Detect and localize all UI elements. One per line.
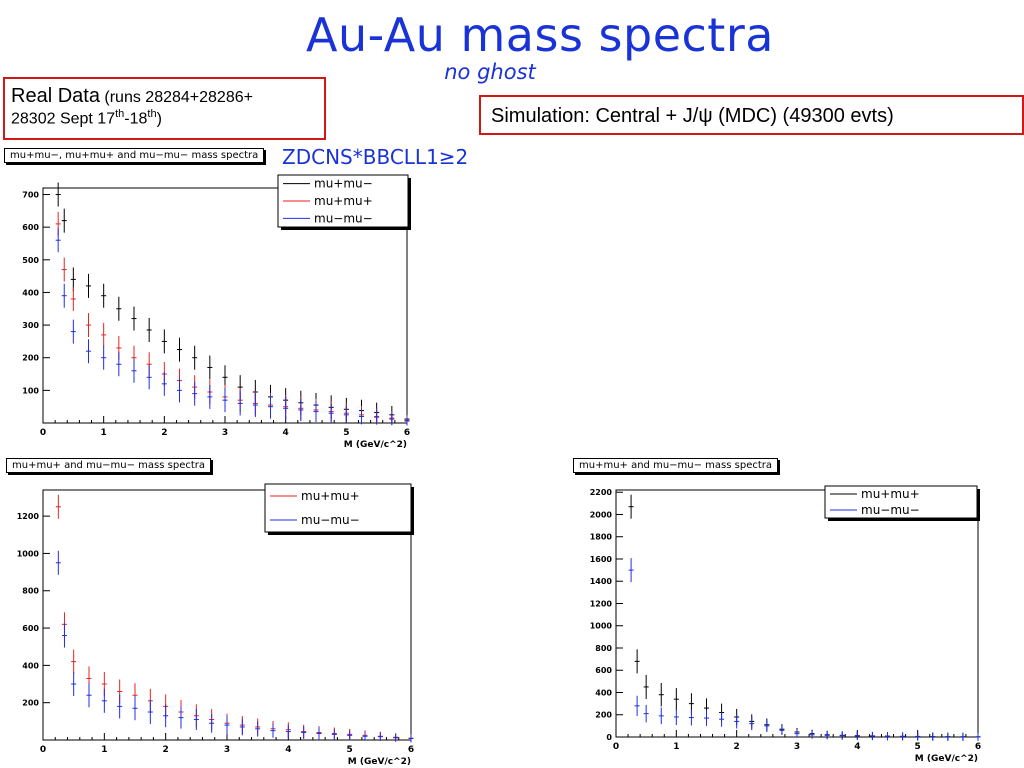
page-subtitle: no ghost [444, 60, 536, 84]
x-tick-label: 5 [915, 742, 921, 752]
chart-bottom-left: 0 1 2 3 4 5 6 200 400 600 800 1000 1200 M (GeV/c^2) mu… [17, 483, 414, 767]
real-data-runs-line2: 28302 Sept 17 [11, 110, 116, 128]
series-1 [628, 558, 981, 741]
y-tick-label: 700 [22, 191, 39, 200]
x-tick-label: 3 [794, 742, 800, 752]
x-tick-label: 2 [161, 428, 167, 438]
real-data-label: Real Data [11, 85, 100, 107]
legend-label: mu+mu+ [314, 194, 373, 208]
y-tick-label: 400 [595, 688, 612, 697]
y-tick-label: 1200 [17, 512, 40, 521]
y-tick-label: 100 [22, 386, 39, 395]
x-tick-label: 5 [343, 428, 349, 438]
legend-label: mu+mu+ [301, 489, 360, 503]
x-tick-label: 2 [163, 745, 169, 755]
simulation-note: Simulation: Central + J/ψ (MDC) (49300 e… [479, 95, 1024, 135]
x-tick-label: 6 [975, 742, 981, 752]
y-tick-label: 1000 [590, 622, 613, 631]
plot-frame [615, 489, 979, 738]
real-data-note: Real Data (runs 28284+28286+ 28302 Sept … [3, 77, 326, 140]
y-tick-label: 200 [22, 699, 39, 708]
x-tick-label: 1 [101, 745, 107, 755]
y-tick-label: 1400 [590, 577, 613, 586]
x-tick-label: 1 [673, 742, 679, 752]
legend-label: mu+mu+ [861, 487, 920, 501]
chart-bottom-right: 0 1 2 3 4 5 6 0 200 400 600 800 1000 1200 1400 1600 1800… [590, 485, 981, 764]
y-tick-label: 800 [22, 587, 39, 596]
x-tick-label: 6 [404, 428, 410, 438]
simulation-text: Simulation: Central + J/ψ (MDC) (49300 e… [491, 105, 894, 127]
y-tick-label: 200 [595, 711, 612, 720]
real-data-sup2: th [147, 108, 157, 120]
y-tick-label: 400 [22, 661, 39, 670]
chart-title-3: mu+mu+ and mu−mu− mass spectra [573, 458, 779, 473]
x-tick-label: 6 [408, 745, 414, 755]
chart-top-left: 0 1 2 3 4 5 6 100 200 300 400 500 600 700 M (GeV/c^2) m… [22, 174, 411, 450]
cut-label: ZDCNS*BBCLL1≥2 [282, 145, 469, 169]
real-data-sup1: th [115, 108, 125, 120]
x-tick-label: 3 [224, 745, 230, 755]
y-tick-label: 2000 [590, 510, 613, 519]
legend-label: mu−mu− [314, 211, 373, 225]
x-tick-label: 0 [613, 742, 619, 752]
y-tick-label: 1000 [17, 549, 40, 558]
legend-box [824, 485, 978, 519]
real-data-dash: -18 [124, 110, 148, 128]
y-tick-label: 400 [22, 288, 39, 297]
y-tick-label: 500 [22, 256, 39, 265]
x-tick-label: 1 [101, 428, 107, 438]
legend-label: mu−mu− [861, 503, 920, 517]
y-tick-label: 200 [22, 354, 39, 363]
y-tick-label: 600 [22, 223, 39, 232]
y-tick-label: 300 [22, 321, 39, 330]
chart-title-1: mu+mu−, mu+mu+ and mu−mu− mass spectra [4, 148, 265, 163]
real-data-runs-line1: (runs 28284+28286+ [104, 89, 253, 106]
x-tick-label: 4 [285, 745, 291, 755]
x-tick-label: 0 [40, 428, 46, 438]
y-tick-label: 1800 [590, 533, 613, 542]
x-tick-label: 4 [854, 742, 860, 752]
legend-label: mu−mu− [301, 513, 360, 527]
x-tick-label: 3 [222, 428, 228, 438]
page-title: Au-Au mass spectra [306, 8, 774, 62]
chart-title-2: mu+mu+ and mu−mu− mass spectra [6, 458, 212, 473]
x-tick-label: 0 [40, 745, 46, 755]
x-axis-label: M (GeV/c^2) [915, 754, 978, 764]
x-tick-label: 4 [283, 428, 289, 438]
series-2 [55, 228, 410, 426]
x-axis-label: M (GeV/c^2) [344, 440, 407, 450]
y-tick-label: 600 [595, 666, 612, 675]
y-tick-label: 2200 [590, 488, 613, 497]
x-tick-label: 2 [734, 742, 740, 752]
x-axis-label: M (GeV/c^2) [348, 757, 411, 767]
x-tick-label: 5 [347, 745, 353, 755]
y-tick-label: 600 [22, 624, 39, 633]
legend-box [264, 483, 412, 533]
series-1 [55, 550, 414, 743]
y-tick-label: 0 [606, 733, 612, 742]
y-tick-label: 1200 [590, 599, 613, 608]
legend-label: mu+mu− [314, 177, 373, 191]
y-tick-label: 800 [595, 644, 612, 653]
real-data-close: ) [156, 110, 162, 128]
y-tick-label: 1600 [590, 555, 613, 564]
